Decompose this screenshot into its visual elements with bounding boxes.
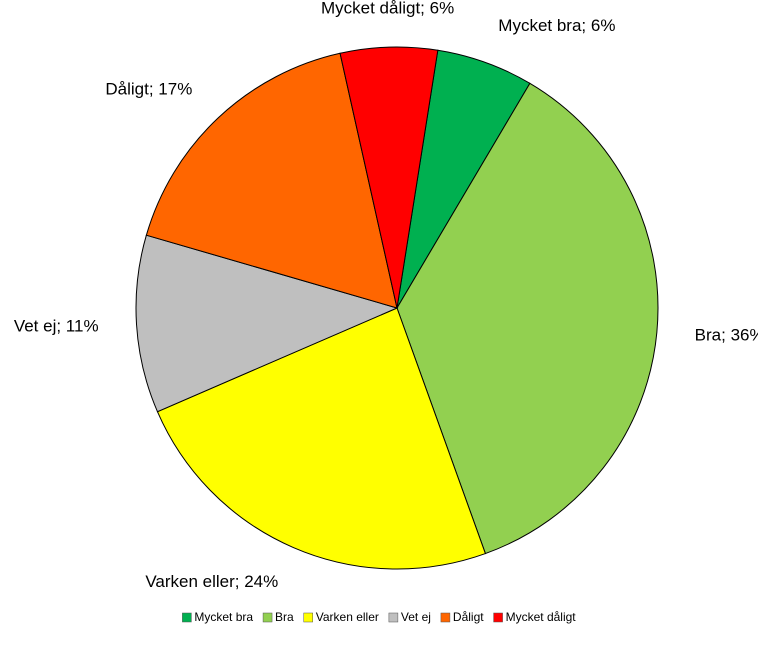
data-label: Varken eller; 24%: [145, 572, 278, 591]
data-label: Dåligt; 17%: [105, 80, 192, 99]
data-label: Mycket bra; 6%: [498, 16, 615, 35]
legend-label: Vet ej: [401, 610, 431, 624]
pie-slice: [145, 52, 398, 309]
legend-swatch: [388, 612, 399, 623]
legend-label: Varken eller: [316, 610, 379, 624]
legend-swatch: [182, 612, 192, 623]
legend-label: Bra: [275, 610, 294, 624]
pie-slice: [156, 307, 487, 570]
legend: Mycket bra Bra Varken eller Vet ej Dåligt Myc…: [182, 610, 576, 624]
legend-swatch: [262, 612, 273, 623]
pie-slice: [339, 46, 439, 309]
data-label: Bra; 36%: [695, 326, 758, 345]
data-label: Mycket dåligt; 6%: [321, 0, 454, 18]
pie-slice: [135, 234, 399, 413]
legend-label: Mycket dåligt: [506, 610, 577, 624]
legend-swatch: [440, 612, 451, 623]
legend-label: Mycket bra: [194, 610, 253, 624]
data-label: Vet ej; 11%: [14, 316, 99, 335]
legend-swatch: [303, 612, 313, 623]
legend-label: Dåligt: [453, 610, 484, 624]
legend-swatch: [493, 612, 503, 623]
pie-slice: [396, 82, 659, 555]
